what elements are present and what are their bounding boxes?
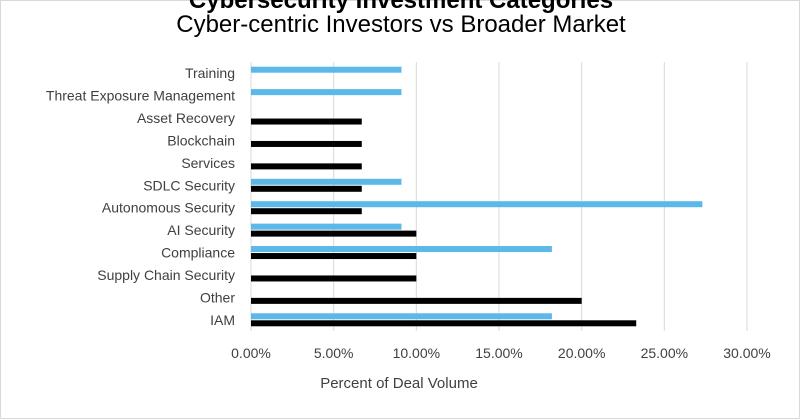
bar-cyber-centric (251, 253, 417, 260)
category-label: IAM (210, 312, 235, 328)
category-label: Autonomous Security (102, 200, 235, 216)
category-label: Services (181, 155, 235, 171)
category-label: Other (200, 289, 235, 305)
bar-cyber-centric (251, 140, 362, 147)
x-tick-label: 25.00% (641, 345, 688, 361)
bar-broader-market (251, 246, 552, 253)
bar-cyber-centric (251, 230, 417, 237)
bar-broader-market (251, 313, 552, 320)
bar-broader-market (251, 178, 402, 185)
x-axis-title: Percent of Deal Volume (320, 375, 478, 392)
category-label: Threat Exposure Management (46, 88, 235, 104)
x-tick-label: 30.00% (723, 345, 770, 361)
x-tick-label: 0.00% (231, 345, 271, 361)
x-tick-label: 15.00% (475, 345, 522, 361)
bar-cyber-centric (251, 118, 362, 125)
bar-broader-market (251, 66, 402, 73)
bar-broader-market (251, 89, 402, 96)
bar-broader-market (251, 201, 703, 208)
bar-cyber-centric (251, 163, 362, 170)
category-label: Blockchain (167, 132, 235, 148)
bar-cyber-centric (251, 185, 362, 192)
category-label: Supply Chain Security (97, 267, 235, 283)
chart-title: Cybersecurity Investment Categories (188, 0, 614, 14)
category-label: AI Security (167, 222, 235, 238)
category-label: Compliance (161, 245, 235, 261)
bar-broader-market (251, 223, 402, 230)
category-label: Training (185, 65, 235, 81)
category-label: Asset Recovery (137, 110, 235, 126)
x-tick-label: 20.00% (558, 345, 605, 361)
bar-cyber-centric (251, 275, 417, 282)
bar-cyber-centric (251, 297, 582, 304)
category-label: SDLC Security (143, 177, 235, 193)
chart-subtitle: Cyber-centric Investors vs Broader Marke… (176, 11, 626, 38)
bar-cyber-centric (251, 320, 637, 327)
x-tick-label: 10.00% (393, 345, 440, 361)
x-tick-label: 5.00% (314, 345, 354, 361)
bar-cyber-centric (251, 208, 362, 215)
